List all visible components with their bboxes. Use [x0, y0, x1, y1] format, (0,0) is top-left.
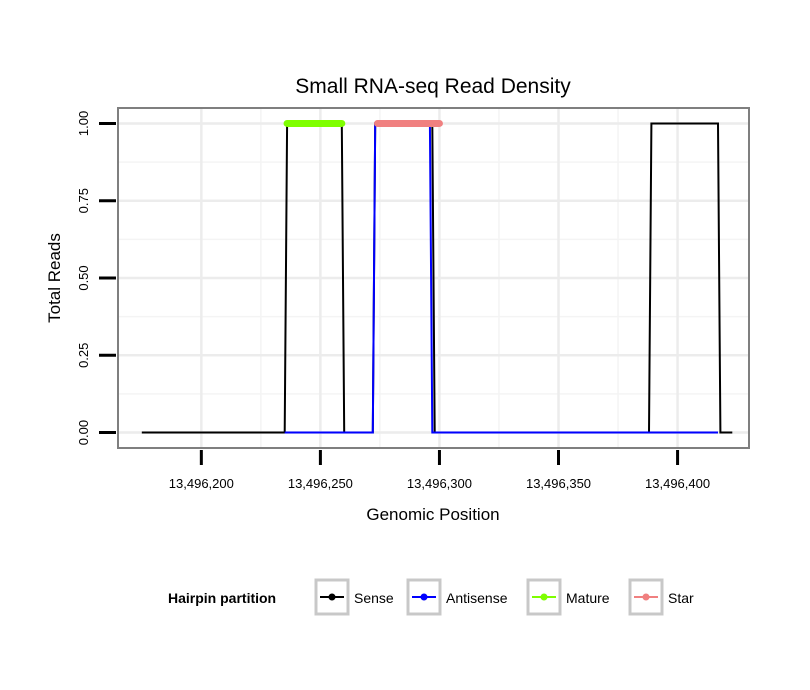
x-tick-label: 13,496,400: [645, 476, 710, 491]
legend-dot-star: [642, 593, 650, 601]
x-axis: 13,496,200 13,496,250 13,496,300 13,496,350…: [169, 450, 710, 491]
legend: Hairpin partition Sense Antisense Mature St…: [168, 578, 694, 616]
legend-label-antisense: Antisense: [446, 590, 508, 606]
x-axis-title: Genomic Position: [366, 505, 499, 524]
y-tick-label: 1.00: [76, 111, 91, 136]
legend-items: Sense Antisense Mature Star: [314, 578, 694, 616]
legend-label-star: Star: [668, 590, 694, 606]
x-tick-label: 13,496,300: [407, 476, 472, 491]
y-axis: 0.00 0.25 0.50 0.75 1.00: [76, 111, 116, 445]
panel-border: [117, 107, 750, 449]
legend-label-sense: Sense: [354, 590, 394, 606]
legend-dot-sense: [328, 593, 336, 601]
x-tick-label: 13,496,200: [169, 476, 234, 491]
x-tick-label: 13,496,350: [526, 476, 591, 491]
series-layer: [141, 119, 733, 434]
legend-dot-antisense: [420, 593, 428, 601]
y-axis-title: Total Reads: [45, 233, 64, 323]
y-tick-label: 0.00: [76, 420, 91, 445]
legend-dot-mature: [540, 593, 548, 601]
y-tick-label: 0.25: [76, 343, 91, 368]
chart-title: Small RNA-seq Read Density: [295, 75, 571, 98]
x-tick-label: 13,496,250: [288, 476, 353, 491]
legend-label-mature: Mature: [566, 590, 610, 606]
y-tick-label: 0.50: [76, 265, 91, 290]
y-tick-label: 0.75: [76, 188, 91, 213]
legend-title: Hairpin partition: [168, 590, 276, 606]
